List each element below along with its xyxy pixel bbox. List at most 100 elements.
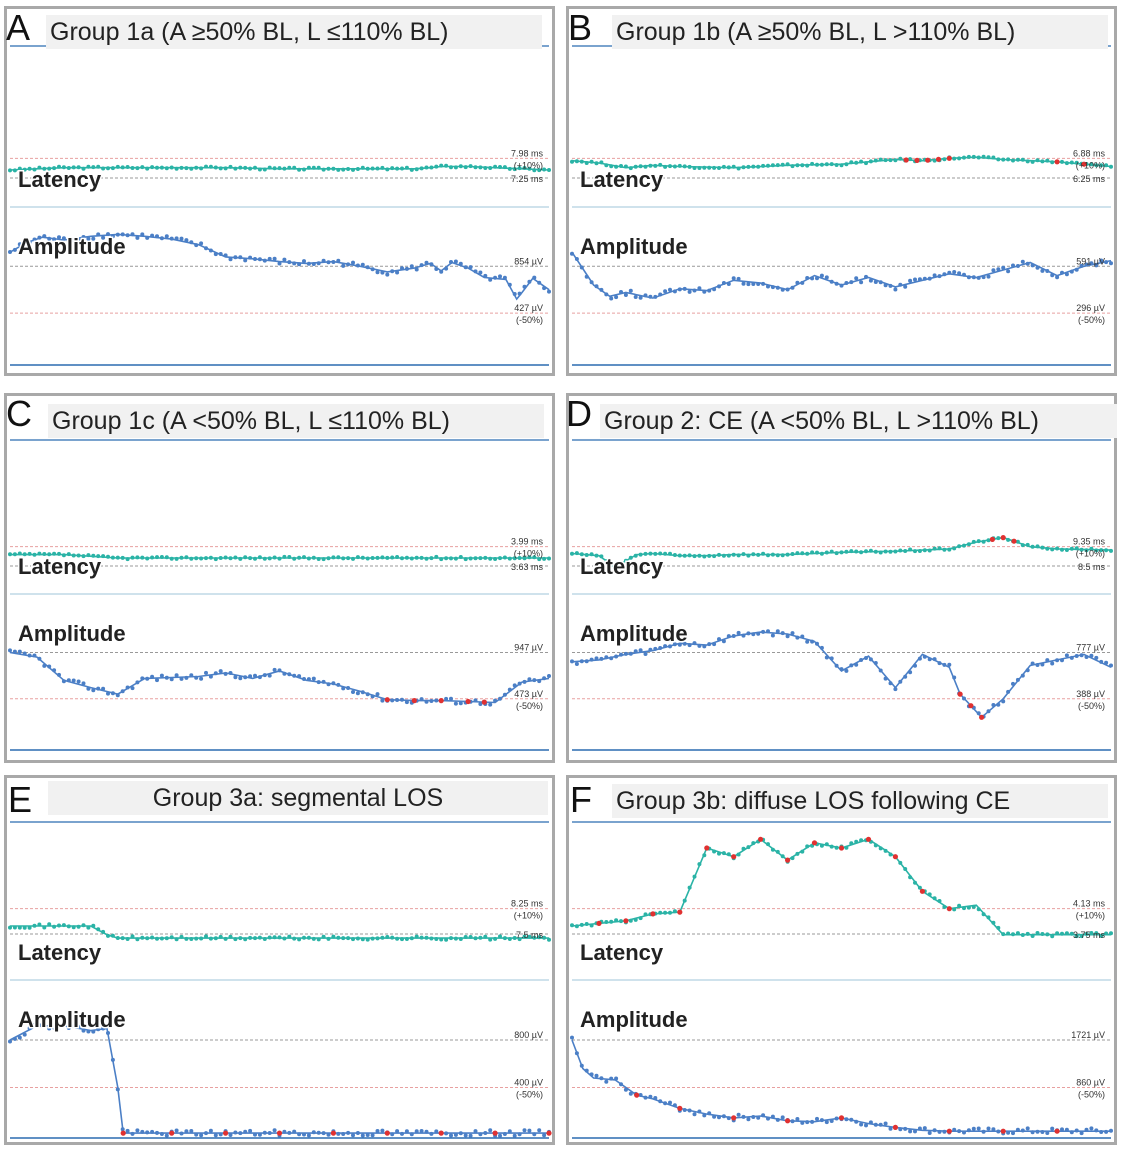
pf-amplitude-point	[1060, 1127, 1064, 1132]
pa-amplitude-point	[512, 292, 517, 296]
pf-amplitude-point	[810, 1119, 815, 1124]
pd-latency-point	[996, 536, 1001, 541]
pe-amplitude-point	[96, 1027, 101, 1032]
pa-amplitude-point	[424, 260, 429, 265]
pf-amplitude-point	[643, 1095, 648, 1100]
pd-amplitude-point	[658, 646, 663, 650]
pd-latency-baseline-label: 8.5 ms	[1078, 562, 1106, 572]
pe-latency-point	[155, 936, 159, 941]
pc-latency-point	[336, 555, 341, 560]
pc-latency-point	[331, 555, 336, 560]
pb-latency-point	[815, 162, 819, 167]
pf-amplitude-point	[952, 1127, 957, 1132]
pe-amplitude-baseline-label: 800 µV	[514, 1030, 543, 1040]
pc-latency-point	[439, 557, 444, 562]
pe-amplitude-point	[360, 1133, 365, 1138]
pd-latency-point	[976, 539, 981, 544]
pf-latency-point	[1025, 931, 1030, 936]
pb-latency-point	[638, 164, 643, 169]
pa-latency-point	[434, 164, 439, 169]
pa-latency-point	[204, 164, 208, 169]
pc-amplitude-point	[140, 676, 145, 681]
pc-latency-point	[253, 556, 257, 561]
pc-amplitude-point	[238, 676, 243, 681]
pc-latency-point	[311, 555, 316, 560]
pe-latency-baseline-label: 7.5 ms	[516, 930, 544, 940]
pf-latency-point	[1094, 931, 1099, 936]
pd-amplitude-alert-point	[979, 714, 985, 720]
pb-latency-point	[609, 164, 614, 169]
pf-latency-point	[829, 844, 834, 849]
pc-amplitude-point	[542, 676, 547, 681]
pb-amplitude-point	[668, 287, 672, 292]
pd-amplitude-point	[1006, 689, 1011, 694]
pe-amplitude-point	[527, 1128, 532, 1133]
pe-amplitude-point	[110, 1057, 115, 1062]
pa-latency-point	[429, 165, 434, 170]
pb-amplitude-point	[579, 265, 584, 270]
pa-amplitude-point	[277, 261, 282, 266]
pc-amplitude-point	[331, 681, 336, 686]
pb-latency-point	[819, 162, 824, 167]
pb-latency-point	[570, 159, 574, 164]
pd-amplitude-point	[574, 662, 579, 666]
pa-amplitude-point	[101, 235, 106, 240]
pe-amplitude-point	[66, 1026, 71, 1030]
pd-latency-point	[589, 552, 594, 557]
pa-latency-point	[248, 166, 253, 171]
pc-amplitude-point	[488, 702, 493, 707]
pa-amplitude-point	[547, 289, 551, 294]
pe-latency-point	[8, 925, 12, 930]
pf-latency-point	[1020, 933, 1025, 937]
pc-latency-point	[140, 555, 145, 560]
pf-latency-point	[991, 920, 996, 925]
panel-a	[4, 6, 555, 376]
pb-amplitude-point	[800, 280, 805, 285]
pc-latency-label: Latency	[18, 554, 102, 579]
pa-amplitude-point	[140, 232, 145, 237]
pe-amplitude-point	[463, 1133, 468, 1138]
pc-amplitude-point	[306, 677, 311, 682]
pe-amplitude-point	[424, 1129, 429, 1134]
pb-amplitude-point	[643, 293, 648, 298]
pe-latency-point	[228, 934, 233, 939]
pc-amplitude-point	[194, 675, 199, 680]
pe-latency-point	[385, 935, 390, 939]
pd-amplitude-point	[991, 703, 996, 707]
pf-latency-point	[898, 860, 903, 865]
pf-latency-point	[697, 862, 702, 867]
pd-latency-point	[1069, 546, 1074, 551]
pa-amplitude-point	[316, 261, 321, 266]
pa-latency-point	[478, 165, 483, 170]
pc-latency-point	[380, 555, 385, 560]
pe-latency-point	[52, 924, 57, 929]
pa-latency-point	[409, 167, 414, 172]
pb-latency-point	[996, 157, 1001, 162]
pd-amplitude-point	[927, 657, 932, 662]
pf-amplitude-point	[766, 1116, 770, 1121]
pd-amplitude-alert-point	[968, 703, 974, 709]
pb-latency-point	[731, 164, 736, 169]
pd-amplitude-point	[868, 657, 873, 662]
pa-latency-point	[199, 166, 204, 171]
pe-amplitude-point	[502, 1132, 507, 1136]
pe-latency-point	[321, 934, 326, 939]
pf-latency-point	[913, 880, 917, 885]
pe-latency-point	[218, 934, 223, 939]
pb-latency-point	[604, 163, 609, 168]
pe-amplitude-point	[27, 1026, 32, 1031]
pc-latency-point	[125, 557, 130, 562]
pc-amplitude-point	[150, 674, 155, 679]
pd-latency-point	[795, 551, 800, 556]
pc-latency-point	[282, 554, 287, 559]
pc-latency-point	[517, 556, 522, 560]
pe-amplitude-point	[507, 1129, 512, 1134]
pf-amplitude-point	[854, 1119, 859, 1124]
pe-amplitude-point	[189, 1129, 194, 1133]
pc-amplitude-point	[424, 699, 429, 704]
pf-amplitude-point	[957, 1129, 962, 1134]
pf-amplitude-point	[707, 1111, 712, 1116]
pc-latency-point	[32, 552, 37, 557]
pd-amplitude-warning-pct: (-50%)	[1078, 701, 1105, 711]
pe-latency-point	[453, 936, 458, 941]
